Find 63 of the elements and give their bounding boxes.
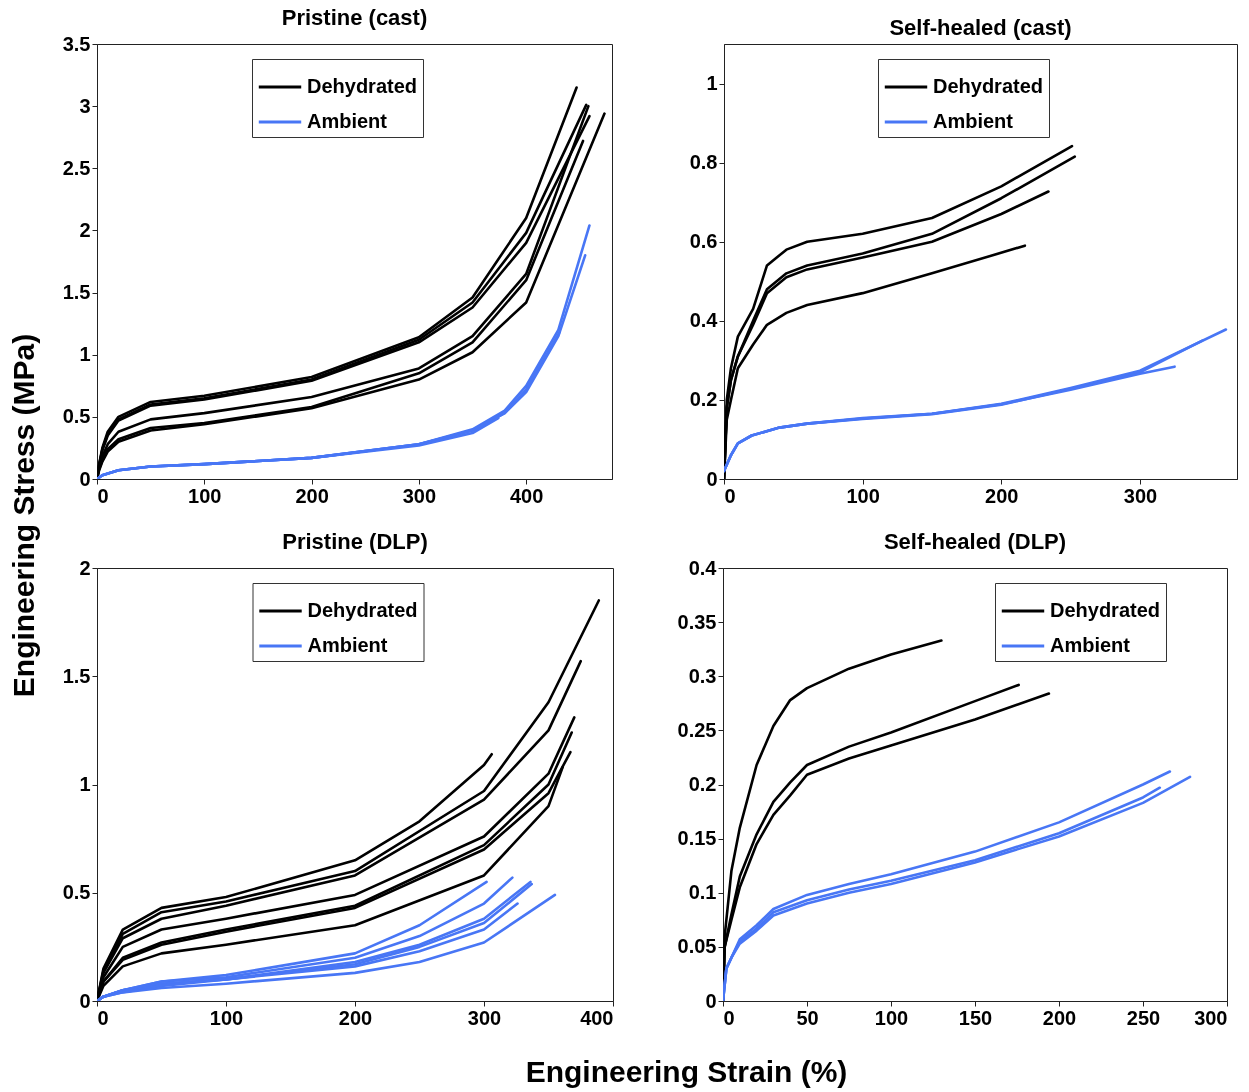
x-tick-label: 400 — [580, 1006, 614, 1029]
x-tick-label: 100 — [209, 1006, 244, 1029]
y-tick-label: 0.5 — [62, 881, 91, 904]
y-tick-label: 0.6 — [689, 230, 718, 253]
legend-label: Ambient — [933, 110, 1014, 132]
y-tick-label: 3 — [79, 94, 91, 117]
chart-title: Self-healed (cast) — [889, 15, 1072, 40]
y-tick-label: 0.1 — [688, 881, 717, 904]
y-tick-label: 0.3 — [688, 664, 717, 687]
x-tick-label: 300 — [402, 484, 437, 507]
y-tick-label: 0.4 — [689, 309, 719, 332]
chart-title: Pristine (cast) — [281, 5, 428, 30]
chart-title: Self-healed (DLP) — [883, 529, 1067, 554]
x-tick-label: 0 — [97, 1006, 109, 1029]
x-tick-label: 300 — [1123, 484, 1158, 507]
y-axis-title: Engineering Stress (MPa) — [6, 333, 40, 698]
y-tick-label: 0.15 — [677, 827, 717, 850]
y-tick-label: 0 — [79, 989, 91, 1012]
x-tick-label: 400 — [509, 484, 544, 507]
x-tick-label: 200 — [985, 484, 1019, 507]
legend-label: Ambient — [307, 110, 388, 132]
legend-label: Dehydrated — [933, 75, 1044, 97]
y-tick-label: 1 — [706, 72, 718, 95]
x-tick-label: 0 — [724, 484, 736, 507]
y-tick-label: 2 — [79, 218, 91, 241]
x-tick-label: 100 — [846, 484, 880, 507]
y-tick-label: 1 — [79, 773, 91, 795]
x-tick-label: 300 — [1194, 1006, 1228, 1029]
legend-label: Ambient — [1050, 634, 1131, 656]
legend-label: Dehydrated — [1050, 599, 1161, 621]
x-tick-label: 0 — [723, 1006, 735, 1029]
y-tick-label: 0.4 — [688, 556, 718, 579]
x-tick-label: 50 — [796, 1006, 819, 1029]
x-axis-title: Engineering Strain (%) — [525, 1054, 848, 1088]
chart-title: Pristine (DLP) — [282, 529, 428, 554]
y-tick-label: 1.5 — [62, 664, 91, 687]
y-tick-label: 0.8 — [689, 151, 718, 174]
y-tick-label: 0.05 — [677, 935, 717, 958]
x-tick-label: 100 — [874, 1006, 909, 1029]
y-tick-label: 0.5 — [62, 405, 91, 428]
y-tick-label: 0 — [706, 467, 718, 490]
legend-label: Ambient — [307, 634, 388, 656]
x-tick-label: 150 — [958, 1006, 993, 1029]
y-tick-label: 0.25 — [677, 718, 717, 741]
y-tick-label: 0.2 — [689, 388, 718, 411]
y-tick-label: 0.2 — [688, 773, 717, 795]
x-tick-label: 200 — [338, 1006, 373, 1029]
x-tick-label: 100 — [188, 484, 222, 507]
x-tick-label: 200 — [295, 484, 329, 507]
y-tick-label: 1.5 — [62, 281, 91, 304]
y-tick-label: 1 — [79, 343, 91, 366]
x-tick-label: 300 — [467, 1006, 502, 1029]
x-tick-label: 200 — [1042, 1006, 1077, 1029]
legend-label: Dehydrated — [307, 599, 418, 621]
y-tick-label: 0.35 — [677, 610, 717, 633]
x-tick-label: 0 — [97, 484, 109, 507]
y-tick-label: 3.5 — [62, 32, 91, 55]
y-tick-label: 0 — [79, 467, 91, 490]
x-tick-label: 250 — [1126, 1006, 1161, 1029]
y-tick-label: 0 — [705, 989, 717, 1012]
y-tick-label: 2 — [79, 556, 91, 579]
legend-label: Dehydrated — [307, 75, 418, 97]
y-tick-label: 2.5 — [62, 156, 91, 179]
